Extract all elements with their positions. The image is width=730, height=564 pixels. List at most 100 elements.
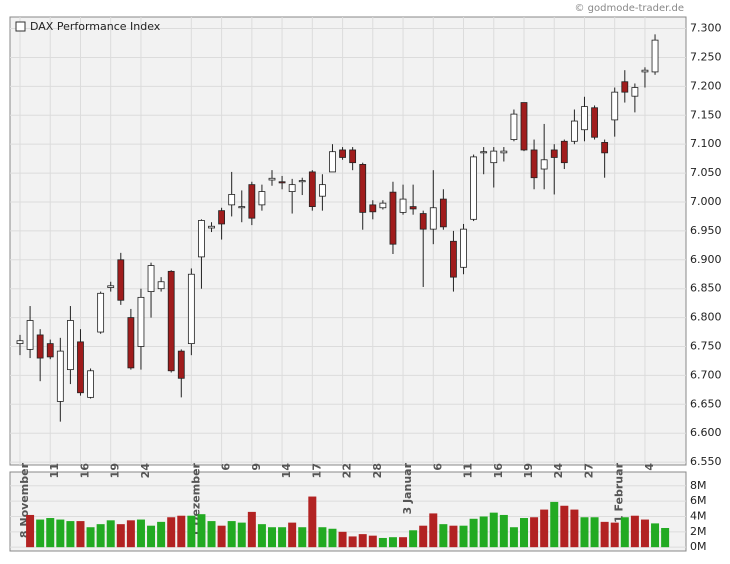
volume-bar (540, 509, 549, 548)
price-panel (9, 16, 687, 466)
candle-body (308, 171, 316, 208)
x-tick-label: 16 (78, 463, 91, 479)
y-tick-label: 6.850 (690, 282, 722, 295)
plot-area: 6.550 6.600 6.650 6.700 6.750 6.800 6.850 6.900… (10, 17, 722, 553)
volume-bar (600, 521, 609, 548)
candle-body (157, 281, 165, 290)
x-tick-label: 9 (250, 463, 263, 471)
y-tick-label: 7.050 (690, 166, 722, 179)
candle-body (208, 225, 215, 229)
x-tick-label: 6 (220, 463, 233, 471)
volume-bar (227, 521, 236, 548)
candle-body (359, 164, 367, 213)
volume-bar (136, 519, 145, 548)
volume-bar (630, 515, 639, 548)
volume-bar (157, 521, 166, 548)
candle-body (450, 240, 457, 278)
candle-body (369, 204, 377, 213)
volume-bar (298, 527, 307, 548)
volume-tick-label: 6M (690, 494, 707, 507)
volume-bar (580, 517, 589, 548)
volume-bar (640, 519, 649, 548)
volume-tick-label: 4M (690, 509, 707, 522)
volume-bar (651, 523, 660, 548)
candle-body (621, 81, 629, 93)
volume-bar (459, 525, 468, 548)
candle-body (540, 159, 548, 170)
volume-bar (429, 513, 438, 548)
x-tick-label: 4 (643, 463, 656, 471)
volume-bar (338, 531, 347, 548)
y-tick-label: 6.750 (690, 339, 722, 352)
candle-body (560, 140, 568, 164)
volume-bar (76, 521, 85, 548)
legend-icon (15, 21, 26, 32)
candle-body (389, 191, 397, 245)
legend-label: DAX Performance Index (30, 20, 161, 33)
candle-body (631, 87, 639, 97)
candle-body (470, 156, 478, 220)
volume-bar (499, 514, 508, 548)
candle-body (500, 150, 508, 154)
candle-body (550, 149, 558, 158)
volume-bar (86, 527, 95, 548)
volume-bar (36, 519, 45, 548)
candle-body (16, 340, 24, 345)
y-tick-label: 6.650 (690, 397, 722, 410)
candle-body (399, 198, 407, 213)
x-tick-label: 22 (341, 463, 354, 478)
y-tick-label: 7.000 (690, 195, 722, 208)
candle-body (137, 296, 145, 347)
volume-bar (318, 527, 327, 548)
x-tick-label: 27 (582, 463, 595, 478)
candle-body (278, 181, 286, 184)
x-tick-label: 16 (492, 463, 505, 479)
x-tick-label: 19 (522, 463, 535, 478)
candle-body (46, 343, 54, 358)
candle-body (581, 106, 588, 131)
volume-bar (509, 527, 518, 548)
volume-bar (661, 527, 670, 548)
volume-bar (328, 528, 337, 548)
x-tick-label: 24 (139, 463, 152, 479)
candle-body (419, 213, 427, 230)
candle-body (349, 149, 357, 164)
candle-body (26, 320, 34, 350)
volume-bar (620, 517, 629, 548)
candle-body (36, 334, 44, 359)
candle-body (97, 292, 105, 333)
volume-bar (409, 530, 418, 548)
x-tick-label: 1 Februar (613, 462, 626, 523)
volume-bar (116, 524, 125, 548)
y-tick-label: 6.700 (690, 368, 722, 381)
y-tick-label: 7.150 (690, 108, 722, 121)
volume-bar (177, 515, 186, 548)
candle-body (167, 270, 175, 372)
candle-body (329, 151, 336, 173)
volume-bar (479, 516, 488, 548)
volume-tick-label: 0M (690, 540, 707, 553)
x-tick-label: 11 (462, 463, 475, 478)
candle-body (651, 39, 659, 73)
candle-body (268, 177, 276, 181)
y-tick-label: 6.900 (690, 253, 722, 266)
candle-body (409, 206, 417, 210)
candle-body (288, 184, 296, 192)
volume-bar (368, 535, 377, 548)
volume-bar (348, 536, 357, 548)
candle-body (117, 259, 125, 301)
volume-bar (268, 527, 276, 548)
volume-tick-label: 8M (690, 479, 707, 492)
x-tick-label: 28 (371, 463, 384, 478)
candle-body (248, 184, 256, 219)
y-tick-label: 7.200 (690, 79, 722, 92)
volume-bar (66, 521, 75, 548)
candle-body (127, 317, 135, 369)
volume-bar (610, 522, 619, 548)
candle-body (67, 320, 74, 371)
x-tick-label: 19 (109, 463, 122, 478)
x-tick-label: 24 (552, 463, 565, 479)
volume-bar (167, 517, 176, 548)
candle-body (379, 202, 387, 209)
